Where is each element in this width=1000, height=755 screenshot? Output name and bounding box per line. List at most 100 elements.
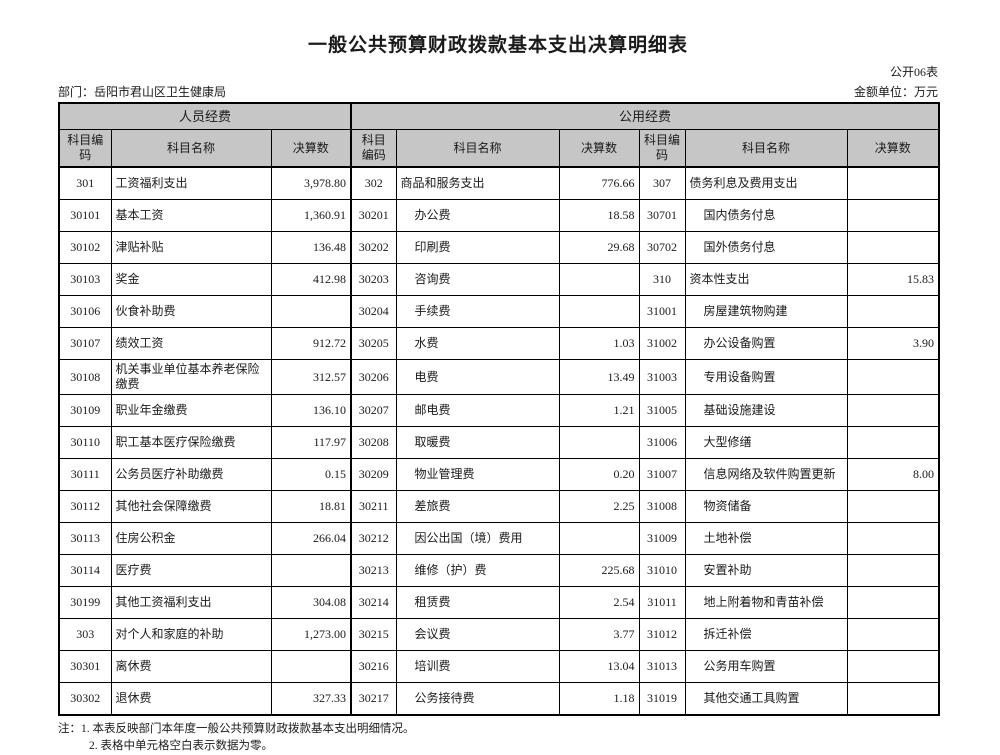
amount-cell [846, 522, 940, 555]
budget-sheet: 一般公共预算财政拨款基本支出决算明细表 公开06表 部门：岳阳市君山区卫生健康局… [58, 0, 941, 755]
table-row: 30109 职业年金缴费 136.10 30207 邮电费 1.21 31005 基础设施建设 [58, 394, 940, 427]
footnote-line: 注：1. 本表反映部门本年度一般公共预算财政拨款基本支出明细情况。 [58, 723, 415, 735]
amount-cell: 0.20 [558, 458, 640, 491]
subject-name-cell: 信息网络及软件购置更新 [684, 458, 848, 491]
subject-name-cell: 绩效工资 [110, 327, 272, 360]
subject-code-cell: 307 [638, 166, 686, 200]
subject-name-cell: 地上附着物和青苗补偿 [684, 586, 848, 619]
subject-code-cell: 30112 [58, 490, 112, 523]
table-row: 301 工资福利支出 3,978.80 302 商品和服务支出 776.66 307 债务利息… [58, 166, 940, 200]
subject-name-cell: 国外债务付息 [684, 231, 848, 264]
subject-name-cell: 取暖费 [395, 426, 560, 459]
subject-name-cell: 奖金 [110, 263, 272, 296]
amount-cell [846, 295, 940, 328]
subject-code-cell: 30702 [638, 231, 686, 264]
subject-code-cell: 30202 [350, 231, 397, 264]
subject-name-cell: 离休费 [110, 650, 272, 683]
form-number-label: 公开06表 [889, 65, 938, 79]
subject-code-cell: 30106 [58, 295, 112, 328]
subject-code-cell: 30216 [350, 650, 397, 683]
subject-name-cell: 津贴补贴 [110, 231, 272, 264]
amount-cell [558, 522, 640, 555]
subject-code-cell: 30101 [58, 199, 112, 232]
subject-code-cell: 31011 [638, 586, 686, 619]
table-row: 30108 机关事业单位基本养老保险缴费 312.57 30206 电费 13.49 310… [58, 359, 940, 395]
subject-name-cell: 专用设备购置 [684, 359, 848, 395]
subject-name-cell: 公务用车购置 [684, 650, 848, 683]
amount-cell: 15.83 [846, 263, 940, 296]
subject-name-cell: 职业年金缴费 [110, 394, 272, 427]
amount-cell: 912.72 [270, 327, 352, 360]
amount-cell [846, 554, 940, 587]
subject-code-cell: 30107 [58, 327, 112, 360]
subject-code-cell: 31001 [638, 295, 686, 328]
subject-name-cell: 会议费 [395, 618, 560, 651]
amount-cell [270, 650, 352, 683]
amount-cell: 136.48 [270, 231, 352, 264]
column-header-row: 科目编码 科目名称 决算数 科目编码 科目名称 决算数 科目编码 科目名称 决算… [58, 129, 940, 168]
subject-code-cell: 30102 [58, 231, 112, 264]
table-row: 30111 公务员医疗补助缴费 0.15 30209 物业管理费 0.20 31007 信息网… [58, 458, 940, 491]
group-header-personnel: 人员经费 [58, 102, 352, 130]
column-header-amount: 决算数 [270, 129, 352, 168]
amount-cell [558, 295, 640, 328]
amount-cell [558, 263, 640, 296]
amount-cell: 327.33 [270, 682, 352, 716]
footnotes: 注：1. 本表反映部门本年度一般公共预算财政拨款基本支出明细情况。 2. 表格中… [58, 721, 938, 755]
footnote-line: 2. 表格中单元格空白表示数据为零。 [89, 740, 273, 752]
subject-name-cell: 对个人和家庭的补助 [110, 618, 272, 651]
amount-cell [846, 682, 940, 716]
subject-name-cell: 物资储备 [684, 490, 848, 523]
amount-cell [846, 618, 940, 651]
table-row: 30301 离休费 30216 培训费 13.04 31013 公务用车购置 [58, 650, 940, 683]
subject-name-cell: 职工基本医疗保险缴费 [110, 426, 272, 459]
amount-cell: 117.97 [270, 426, 352, 459]
amount-cell [846, 231, 940, 264]
table-row: 30110 职工基本医疗保险缴费 117.97 30208 取暖费 31006 大型修缮 [58, 426, 940, 459]
subject-name-cell: 住房公积金 [110, 522, 272, 555]
amount-cell [846, 359, 940, 395]
subject-name-cell: 物业管理费 [395, 458, 560, 491]
subject-name-cell: 租赁费 [395, 586, 560, 619]
subject-code-cell: 31002 [638, 327, 686, 360]
subject-code-cell: 30209 [350, 458, 397, 491]
subject-code-cell: 310 [638, 263, 686, 296]
subject-code-cell: 30215 [350, 618, 397, 651]
amount-cell: 18.81 [270, 490, 352, 523]
amount-cell [270, 554, 352, 587]
subject-name-cell: 资本性支出 [684, 263, 848, 296]
subject-name-cell: 办公费 [395, 199, 560, 232]
amount-cell: 3,978.80 [270, 166, 352, 200]
subject-code-cell: 30204 [350, 295, 397, 328]
column-header-subject-code: 科目编码 [58, 129, 112, 168]
amount-cell: 1.21 [558, 394, 640, 427]
subject-name-cell: 办公设备购置 [684, 327, 848, 360]
unit-label: 金额单位：万元 [853, 85, 938, 99]
subject-name-cell: 其他社会保障缴费 [110, 490, 272, 523]
subject-name-cell: 机关事业单位基本养老保险缴费 [110, 359, 272, 395]
amount-cell: 1,273.00 [270, 618, 352, 651]
subject-name-cell: 伙食补助费 [110, 295, 272, 328]
amount-cell [846, 166, 940, 200]
amount-cell: 18.58 [558, 199, 640, 232]
amount-cell: 225.68 [558, 554, 640, 587]
table-row: 30106 伙食补助费 30204 手续费 31001 房屋建筑物购建 [58, 295, 940, 328]
amount-cell [846, 394, 940, 427]
amount-cell [846, 586, 940, 619]
subject-name-cell: 医疗费 [110, 554, 272, 587]
amount-cell: 412.98 [270, 263, 352, 296]
subject-code-cell: 30103 [58, 263, 112, 296]
subject-name-cell: 退休费 [110, 682, 272, 716]
subject-name-cell: 咨询费 [395, 263, 560, 296]
subject-name-cell: 基础设施建设 [684, 394, 848, 427]
amount-cell: 2.25 [558, 490, 640, 523]
subject-code-cell: 30217 [350, 682, 397, 716]
table-row: 30101 基本工资 1,360.91 30201 办公费 18.58 30701 国内债务付… [58, 199, 940, 232]
table-row: 30302 退休费 327.33 30217 公务接待费 1.18 31019 其他交通工具购… [58, 682, 940, 716]
subject-name-cell: 培训费 [395, 650, 560, 683]
amount-cell: 776.66 [558, 166, 640, 200]
subject-code-cell: 30199 [58, 586, 112, 619]
subject-name-cell: 其他工资福利支出 [110, 586, 272, 619]
subject-name-cell: 其他交通工具购置 [684, 682, 848, 716]
column-header-subject-code: 科目编码 [638, 129, 686, 168]
